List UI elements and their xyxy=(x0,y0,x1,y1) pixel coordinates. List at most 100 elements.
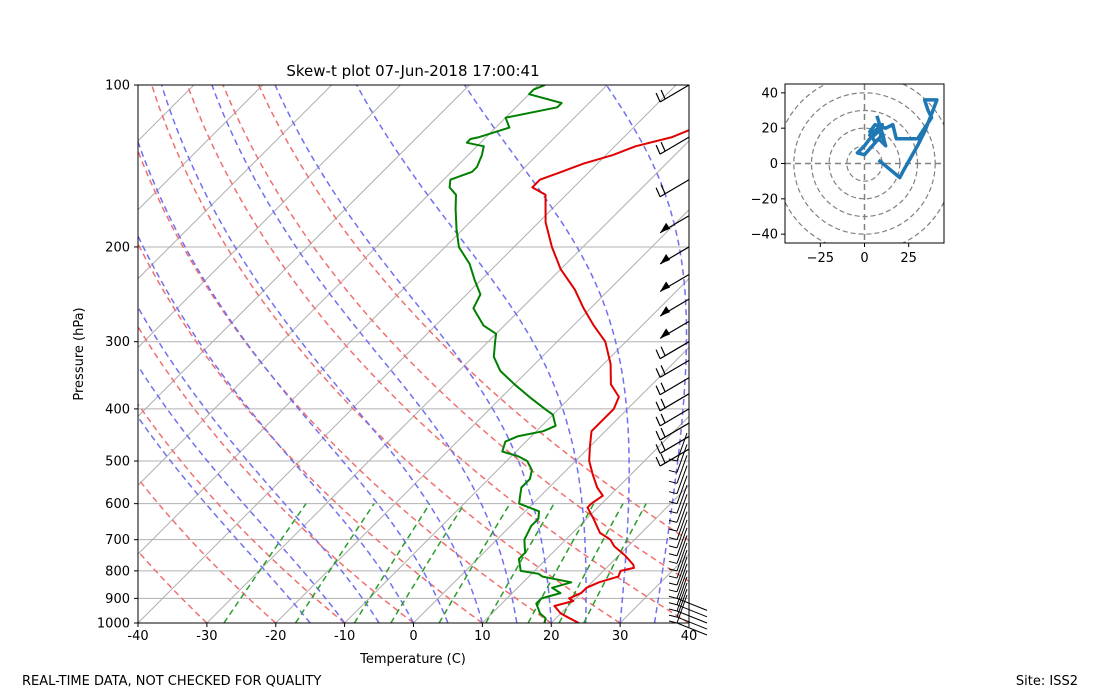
mixing-ratio-line xyxy=(438,503,511,623)
profile-series xyxy=(448,85,689,623)
dry-adiabat-line xyxy=(150,85,621,623)
dry-adiabat-line xyxy=(138,149,552,623)
hodograph-x-tick-label: 0 xyxy=(860,251,868,266)
mixing-ratio-line xyxy=(583,503,647,623)
chart-title: Skew-t plot 07-Jun-2018 17:00:41 xyxy=(286,62,539,80)
mixing-ratio-lines xyxy=(223,503,647,623)
wind-barb xyxy=(668,535,688,564)
isotherm-line xyxy=(619,553,689,623)
hodograph-y-tick-label: −40 xyxy=(751,228,778,243)
isotherm-line xyxy=(0,85,56,623)
wind-barb xyxy=(668,455,688,484)
hodograph-y-tick-label: 0 xyxy=(770,157,778,172)
x-axis-label: Temperature (C) xyxy=(359,652,466,667)
dry-adiabat-line xyxy=(138,402,346,623)
wind-barb xyxy=(668,582,708,624)
x-tick-label: 40 xyxy=(681,629,698,644)
mixing-ratio-line xyxy=(294,503,375,623)
isotherm-line xyxy=(688,622,689,623)
x-tick-label: 0 xyxy=(409,629,417,644)
isotherm-lines xyxy=(0,85,689,623)
isotherm-line xyxy=(138,85,264,211)
moist-adiabat-line xyxy=(138,415,311,623)
wind-barb xyxy=(655,393,690,412)
quality-disclaimer: REAL-TIME DATA, NOT CHECKED FOR QUALITY xyxy=(22,674,322,689)
wind-barb xyxy=(668,465,688,495)
wind-barb xyxy=(659,215,690,234)
hodograph-y-tick-label: −20 xyxy=(751,192,778,207)
dry-adiabat-line xyxy=(138,325,414,623)
skewt-plot-area xyxy=(0,85,689,623)
wind-barb xyxy=(668,485,688,514)
y-tick-label: 500 xyxy=(105,455,130,470)
isotherm-line xyxy=(138,85,401,349)
wind-barb xyxy=(668,494,688,523)
x-axis-ticks: -40 -30 -20 -10 0 10 20 30 40 xyxy=(127,623,697,644)
wind-barb xyxy=(655,448,690,467)
mixing-ratio-line xyxy=(390,503,466,623)
hodograph-y-ticks: −40 −20 0 20 40 xyxy=(751,86,785,243)
hodograph-x-tick-label: −25 xyxy=(807,251,834,266)
dewpoint-profile-line xyxy=(448,85,573,623)
hodograph-chart: −25 0 25 −40 −20 0 20 40 xyxy=(751,83,945,266)
skewt-plot-frame xyxy=(137,84,690,624)
isotherm-line xyxy=(550,484,689,623)
hodograph-y-tick-label: 20 xyxy=(761,122,778,137)
wind-barb xyxy=(668,588,708,630)
mixing-ratio-line xyxy=(558,503,624,623)
moist-adiabat-line xyxy=(274,85,553,623)
hodograph-series xyxy=(855,98,939,180)
moist-adiabat-line xyxy=(463,85,630,623)
isotherm-line xyxy=(206,140,689,623)
wind-barb xyxy=(668,556,688,586)
moist-adiabat-line xyxy=(138,364,346,623)
x-tick-label: 10 xyxy=(474,629,491,644)
y-tick-label: 300 xyxy=(105,335,130,350)
wind-barb xyxy=(668,502,688,532)
wind-barb xyxy=(668,594,708,636)
y-tick-label: 1000 xyxy=(97,617,130,632)
x-tick-label: 20 xyxy=(543,629,560,644)
dry-adiabat-line xyxy=(138,550,208,623)
isotherm-line xyxy=(138,85,470,418)
mixing-ratio-line xyxy=(223,503,307,623)
hodograph-y-tick-label: 40 xyxy=(761,86,778,101)
hodograph-x-ticks: −25 0 25 xyxy=(807,243,917,266)
temperature-profile-line xyxy=(531,129,689,623)
wind-barb xyxy=(668,527,688,557)
wind-barb xyxy=(668,444,688,473)
wind-barb xyxy=(668,475,688,505)
y-tick-label: 400 xyxy=(105,402,130,417)
x-tick-label: -10 xyxy=(334,629,355,644)
x-tick-label: -40 xyxy=(127,629,148,644)
y-tick-label: 600 xyxy=(105,497,130,512)
hodograph-x-tick-label: 25 xyxy=(900,251,917,266)
isotherm-line xyxy=(482,415,689,623)
wind-barb xyxy=(659,320,690,339)
dry-adiabat-lines xyxy=(138,85,689,623)
wind-barb xyxy=(668,542,688,572)
y-tick-label: 900 xyxy=(105,592,130,607)
dry-adiabat-line xyxy=(222,85,689,583)
wind-barb xyxy=(655,408,690,427)
wind-barb xyxy=(668,519,688,549)
y-tick-label: 700 xyxy=(105,533,130,548)
isotherm-line xyxy=(138,85,677,623)
mixing-ratio-line xyxy=(353,503,431,623)
wind-barb xyxy=(655,341,690,360)
moist-adiabat-line xyxy=(211,85,518,623)
skewt-chart: Skew-t plot 07-Jun-2018 17:00:41 -40 -30-… xyxy=(0,62,708,667)
isotherm-line xyxy=(344,277,689,623)
y-tick-label: 100 xyxy=(105,79,130,94)
isotherm-line xyxy=(138,85,539,486)
dry-adiabat-line xyxy=(258,85,689,542)
y-tick-label: 200 xyxy=(105,240,130,255)
dry-adiabat-line xyxy=(138,242,483,623)
wind-barb xyxy=(668,511,688,541)
wind-barb xyxy=(659,246,690,265)
pressure-gridlines xyxy=(138,85,689,623)
hodograph-plot-area xyxy=(785,84,944,243)
moist-adiabat-line xyxy=(138,234,415,623)
y-axis-label: Pressure (hPa) xyxy=(72,307,87,400)
